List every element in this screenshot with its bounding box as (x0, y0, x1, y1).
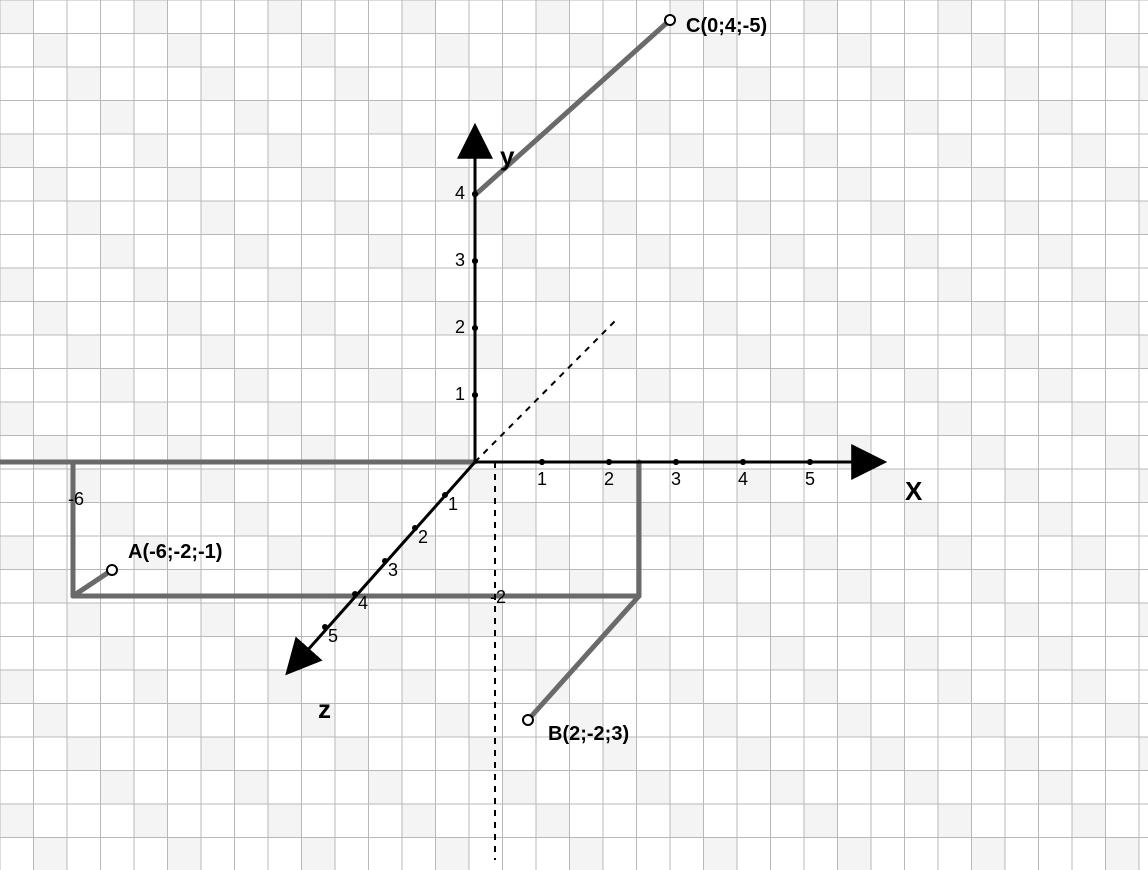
x-tick-4: 4 (738, 469, 748, 489)
tick-dot (807, 459, 813, 465)
point-C (665, 15, 675, 25)
tick-dot (740, 459, 746, 465)
x-tick-3: 3 (671, 469, 681, 489)
x-tick-5: 5 (805, 469, 815, 489)
y-tick-neg2: -2 (490, 587, 506, 607)
y-tick-2: 2 (455, 317, 465, 337)
x-tick--6: -6 (68, 489, 84, 509)
tick-dot (472, 258, 478, 264)
y-tick-1: 1 (455, 384, 465, 404)
y-axis-label: y (500, 141, 515, 171)
x-tick-1: 1 (537, 469, 547, 489)
z-tick-3: 3 (388, 560, 398, 580)
x-tick-2: 2 (604, 469, 614, 489)
tick-dot (472, 325, 478, 331)
tick-dot (472, 392, 478, 398)
tick-dot (673, 459, 679, 465)
z-tick-1: 1 (448, 494, 458, 514)
y-tick-3: 3 (455, 250, 465, 270)
tick-dot (606, 459, 612, 465)
z-tick-4: 4 (358, 593, 368, 613)
point-label-A: A(-6;-2;-1) (128, 541, 222, 563)
z-tick-2: 2 (418, 527, 428, 547)
y-tick-4: 4 (455, 183, 465, 203)
x-axis-label: X (905, 476, 923, 506)
z-tick-5: 5 (328, 626, 338, 646)
tick-dot (539, 459, 545, 465)
point-label-B: B(2;-2;3) (548, 723, 629, 745)
tick-dot (472, 191, 478, 197)
coordinate-diagram: Xyz12345-6123412345-2A(-6;-2;-1)B(2;-2;3… (0, 0, 1148, 870)
z-axis-label: z (318, 694, 331, 724)
point-B (523, 715, 533, 725)
point-label-C: C(0;4;-5) (686, 15, 767, 37)
point-A (107, 565, 117, 575)
